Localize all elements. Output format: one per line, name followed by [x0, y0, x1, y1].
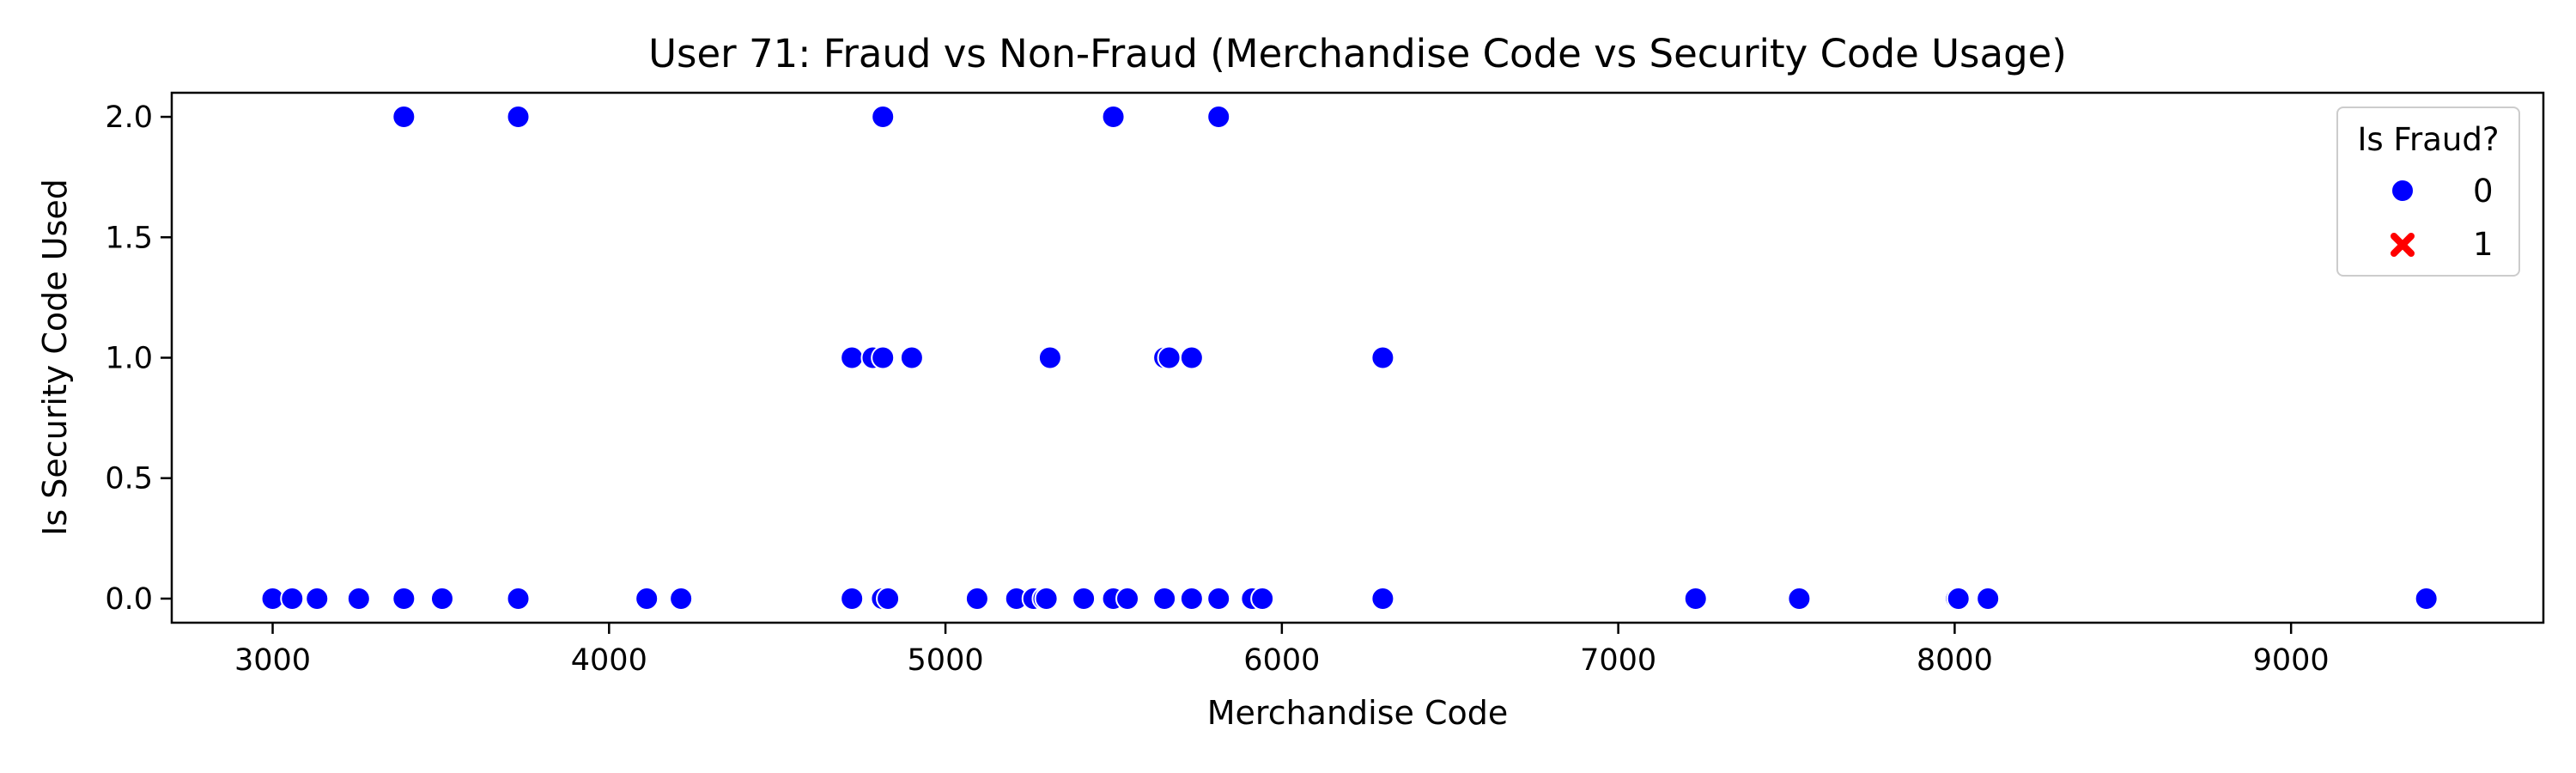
x-tick-label: 8000 [1917, 643, 1993, 678]
legend-marker-x [2391, 233, 2415, 257]
legend: Is Fraud? 0 1 [2336, 107, 2520, 277]
data-point [1250, 586, 1275, 611]
data-point [964, 586, 989, 611]
legend-label-1: 1 [2473, 226, 2494, 263]
y-tick-label: 1.5 [105, 221, 153, 255]
data-point [506, 586, 531, 611]
data-point [871, 345, 896, 370]
legend-label-0: 0 [2473, 173, 2494, 210]
data-point [1179, 345, 1204, 370]
data-point [392, 105, 416, 130]
x-axis-label: Merchandise Code [1207, 694, 1509, 732]
data-point [1037, 345, 1062, 370]
data-point [2414, 586, 2439, 611]
y-tick-label: 0.0 [105, 582, 153, 617]
data-point [1946, 586, 1971, 611]
y-tick-label: 2.0 [105, 100, 153, 135]
x-tick-label: 4000 [571, 643, 647, 678]
y-axis-label: Is Security Code Used [36, 179, 74, 536]
chart-title: User 71: Fraud vs Non-Fraud (Merchandise… [648, 31, 2067, 76]
data-point [346, 586, 371, 611]
data-point [1370, 345, 1395, 370]
data-point [1101, 105, 1126, 130]
data-point [1206, 586, 1231, 611]
data-point [392, 586, 416, 611]
data-point [429, 586, 454, 611]
axis-ticks: 3000 4000 5000 6000 7000 8000 9000 0.0 0.5 1.0 1.5… [105, 100, 2329, 678]
legend-title: Is Fraud? [2357, 121, 2499, 158]
legend-box [2336, 107, 2520, 277]
data-point [1157, 345, 1182, 370]
data-point [1115, 586, 1140, 611]
data-point [1072, 586, 1097, 611]
data-point [1787, 586, 1812, 611]
data-point [840, 345, 865, 370]
y-tick-label: 1.0 [105, 342, 153, 376]
x-tick-label: 9000 [2253, 643, 2330, 678]
data-point [635, 586, 659, 611]
y-tick-label: 0.5 [105, 462, 153, 496]
x-tick-label: 5000 [908, 643, 984, 678]
data-point [280, 586, 305, 611]
data-point [1370, 586, 1395, 611]
data-point [305, 586, 330, 611]
data-point [1683, 586, 1708, 611]
x-tick-label: 3000 [234, 643, 311, 678]
data-point [669, 586, 694, 611]
data-point [899, 345, 924, 370]
data-point [1976, 586, 2001, 611]
data-point [1152, 586, 1177, 611]
data-points [260, 105, 2439, 611]
data-point [871, 105, 896, 130]
x-tick-label: 7000 [1580, 643, 1656, 678]
data-point [876, 586, 901, 611]
plot-frame [170, 91, 2545, 624]
x-tick-label: 6000 [1243, 643, 1320, 678]
data-point [1206, 105, 1231, 130]
legend-marker-circle [2391, 179, 2415, 203]
data-point [840, 586, 865, 611]
data-point [1034, 586, 1059, 611]
data-point [506, 105, 531, 130]
data-point [1179, 586, 1204, 611]
